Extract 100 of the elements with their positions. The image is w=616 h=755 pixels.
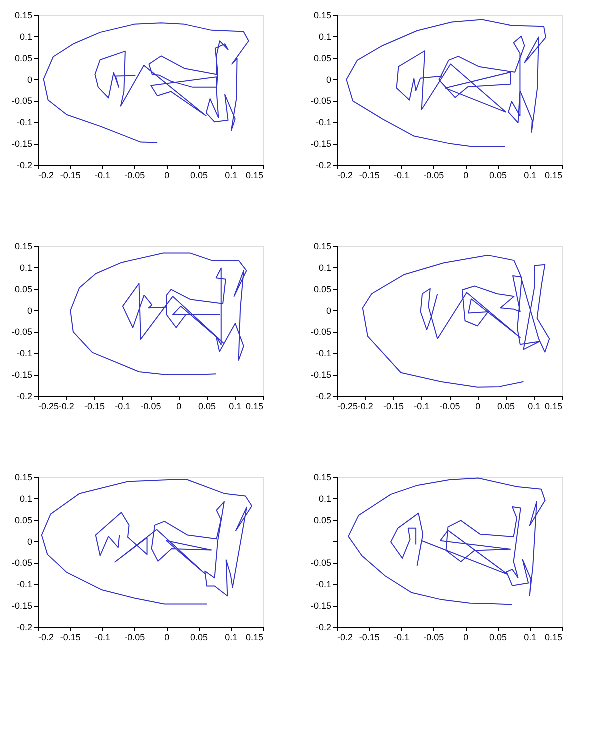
x-tick-label: -0.2 [358,402,374,412]
y-tick-label: 0.05 [14,284,32,294]
y-tick-label: 0.15 [14,10,32,20]
y-tick-label: 0.15 [314,242,332,252]
x-tick-label: -0.2 [58,402,74,412]
line-series [362,254,550,388]
x-tick-label: -0.05 [124,170,146,180]
y-tick-label: -0.15 [12,601,32,612]
x-tick-label: 0.15 [246,170,264,180]
y-tick-label: -0.1 [16,580,32,590]
y-tick-label: 0.1 [318,262,332,273]
line-series [348,478,546,606]
x-tick-label: 0 [164,170,170,180]
y-tick-label: -0.2 [16,622,32,632]
x-tick-label: 0.1 [225,632,238,642]
x-tick-label: 0.1 [528,402,541,412]
x-tick-label: -0.1 [414,402,430,412]
line-series [43,22,250,144]
y-tick-label: -0.1 [16,118,32,128]
x-tick-label: -0.15 [60,170,81,180]
x-tick-label: 0 [176,402,182,412]
x-tick-label: 0.15 [246,632,264,642]
x-tick-label: -0.1 [95,170,111,180]
y-tick-label: 0 [326,306,332,316]
y-tick-label: -0.15 [12,139,32,150]
x-tick-label: 0.15 [246,402,264,412]
y-tick-label: 0.1 [318,494,332,504]
y-tick-label: 0.15 [314,472,332,482]
y-tick-label: -0.2 [16,160,32,170]
y-tick-label: 0 [27,306,32,316]
x-tick-label: 0 [464,170,469,180]
x-tick-label: 0.05 [489,170,507,180]
y-tick-label: -0.2 [16,392,32,402]
x-tick-label: -0.15 [359,170,380,180]
y-tick-label: 0.1 [20,262,32,273]
x-tick-label: -0.05 [140,402,162,412]
x-tick-label: 0.05 [497,402,516,412]
y-tick-label: 0.05 [14,53,32,64]
x-tick-label: -0.1 [115,402,131,412]
y-tick-label: 0 [27,536,32,547]
x-tick-label: 0.15 [544,402,562,412]
x-tick-label: -0.1 [394,632,410,642]
x-tick-label: 0 [164,632,170,642]
y-tick-label: 0.1 [20,32,32,42]
y-tick-label: -0.1 [316,118,332,128]
y-tick-label: -0.1 [316,580,332,590]
x-tick-label: -0.25 [38,402,60,412]
y-tick-label: 0.1 [318,32,332,42]
x-tick-label: 0.15 [544,170,562,180]
y-tick-label: 0.1 [20,494,32,504]
y-tick-label: -0.2 [316,392,332,402]
x-tick-label: -0.05 [424,170,444,180]
y-tick-label: -0.15 [310,370,332,380]
x-tick-label: -0.15 [383,402,404,412]
y-tick-label: -0.2 [316,622,332,632]
x-tick-label: -0.1 [394,170,410,180]
x-tick-label: 0.1 [229,402,242,412]
x-tick-label: -0.15 [84,402,106,412]
x-tick-label: 0.1 [524,170,537,180]
y-tick-label: -0.1 [16,348,32,359]
y-tick-label: -0.05 [12,96,32,106]
x-tick-label: -0.05 [440,402,460,412]
y-tick-label: 0.05 [314,53,332,64]
x-tick-label: 0 [464,632,469,642]
y-tick-label: 0.05 [314,515,332,526]
x-tick-label: 0.05 [190,632,208,642]
y-tick-label: -0.15 [12,370,32,380]
x-tick-label: 0.05 [198,402,216,412]
x-tick-label: 0 [476,402,481,412]
x-tick-label: -0.2 [338,632,354,642]
y-tick-label: -0.05 [310,558,332,568]
x-tick-label: 0.15 [544,632,562,642]
x-tick-label: -0.05 [124,632,146,642]
y-tick-label: -0.05 [12,558,32,568]
x-tick-label: -0.1 [95,632,111,642]
y-tick-label: 0.05 [314,284,332,294]
x-tick-label: -0.05 [424,632,444,642]
y-tick-label: -0.15 [310,139,332,150]
x-tick-label: 0.05 [190,170,208,180]
y-tick-label: 0.05 [14,515,32,526]
x-tick-label: -0.2 [38,632,54,642]
line-series [346,19,546,148]
y-tick-label: 0 [27,74,32,85]
y-tick-label: -0.05 [12,327,32,338]
x-tick-label: -0.25 [338,402,358,412]
y-tick-label: 0.15 [14,242,32,252]
x-tick-label: -0.2 [338,170,354,180]
line-series [41,480,253,605]
x-tick-label: -0.2 [38,170,54,180]
x-tick-label: -0.15 [359,632,380,642]
y-tick-label: 0 [326,74,332,85]
y-tick-label: 0.15 [314,10,332,20]
y-tick-label: 0.15 [14,472,32,482]
y-tick-label: -0.2 [316,160,332,170]
x-tick-label: -0.15 [60,632,81,642]
y-tick-label: -0.05 [310,327,332,338]
x-tick-label: 0.1 [524,632,537,642]
y-tick-label: -0.15 [310,601,332,612]
y-tick-label: -0.05 [310,96,332,106]
x-tick-label: 0.05 [489,632,507,642]
